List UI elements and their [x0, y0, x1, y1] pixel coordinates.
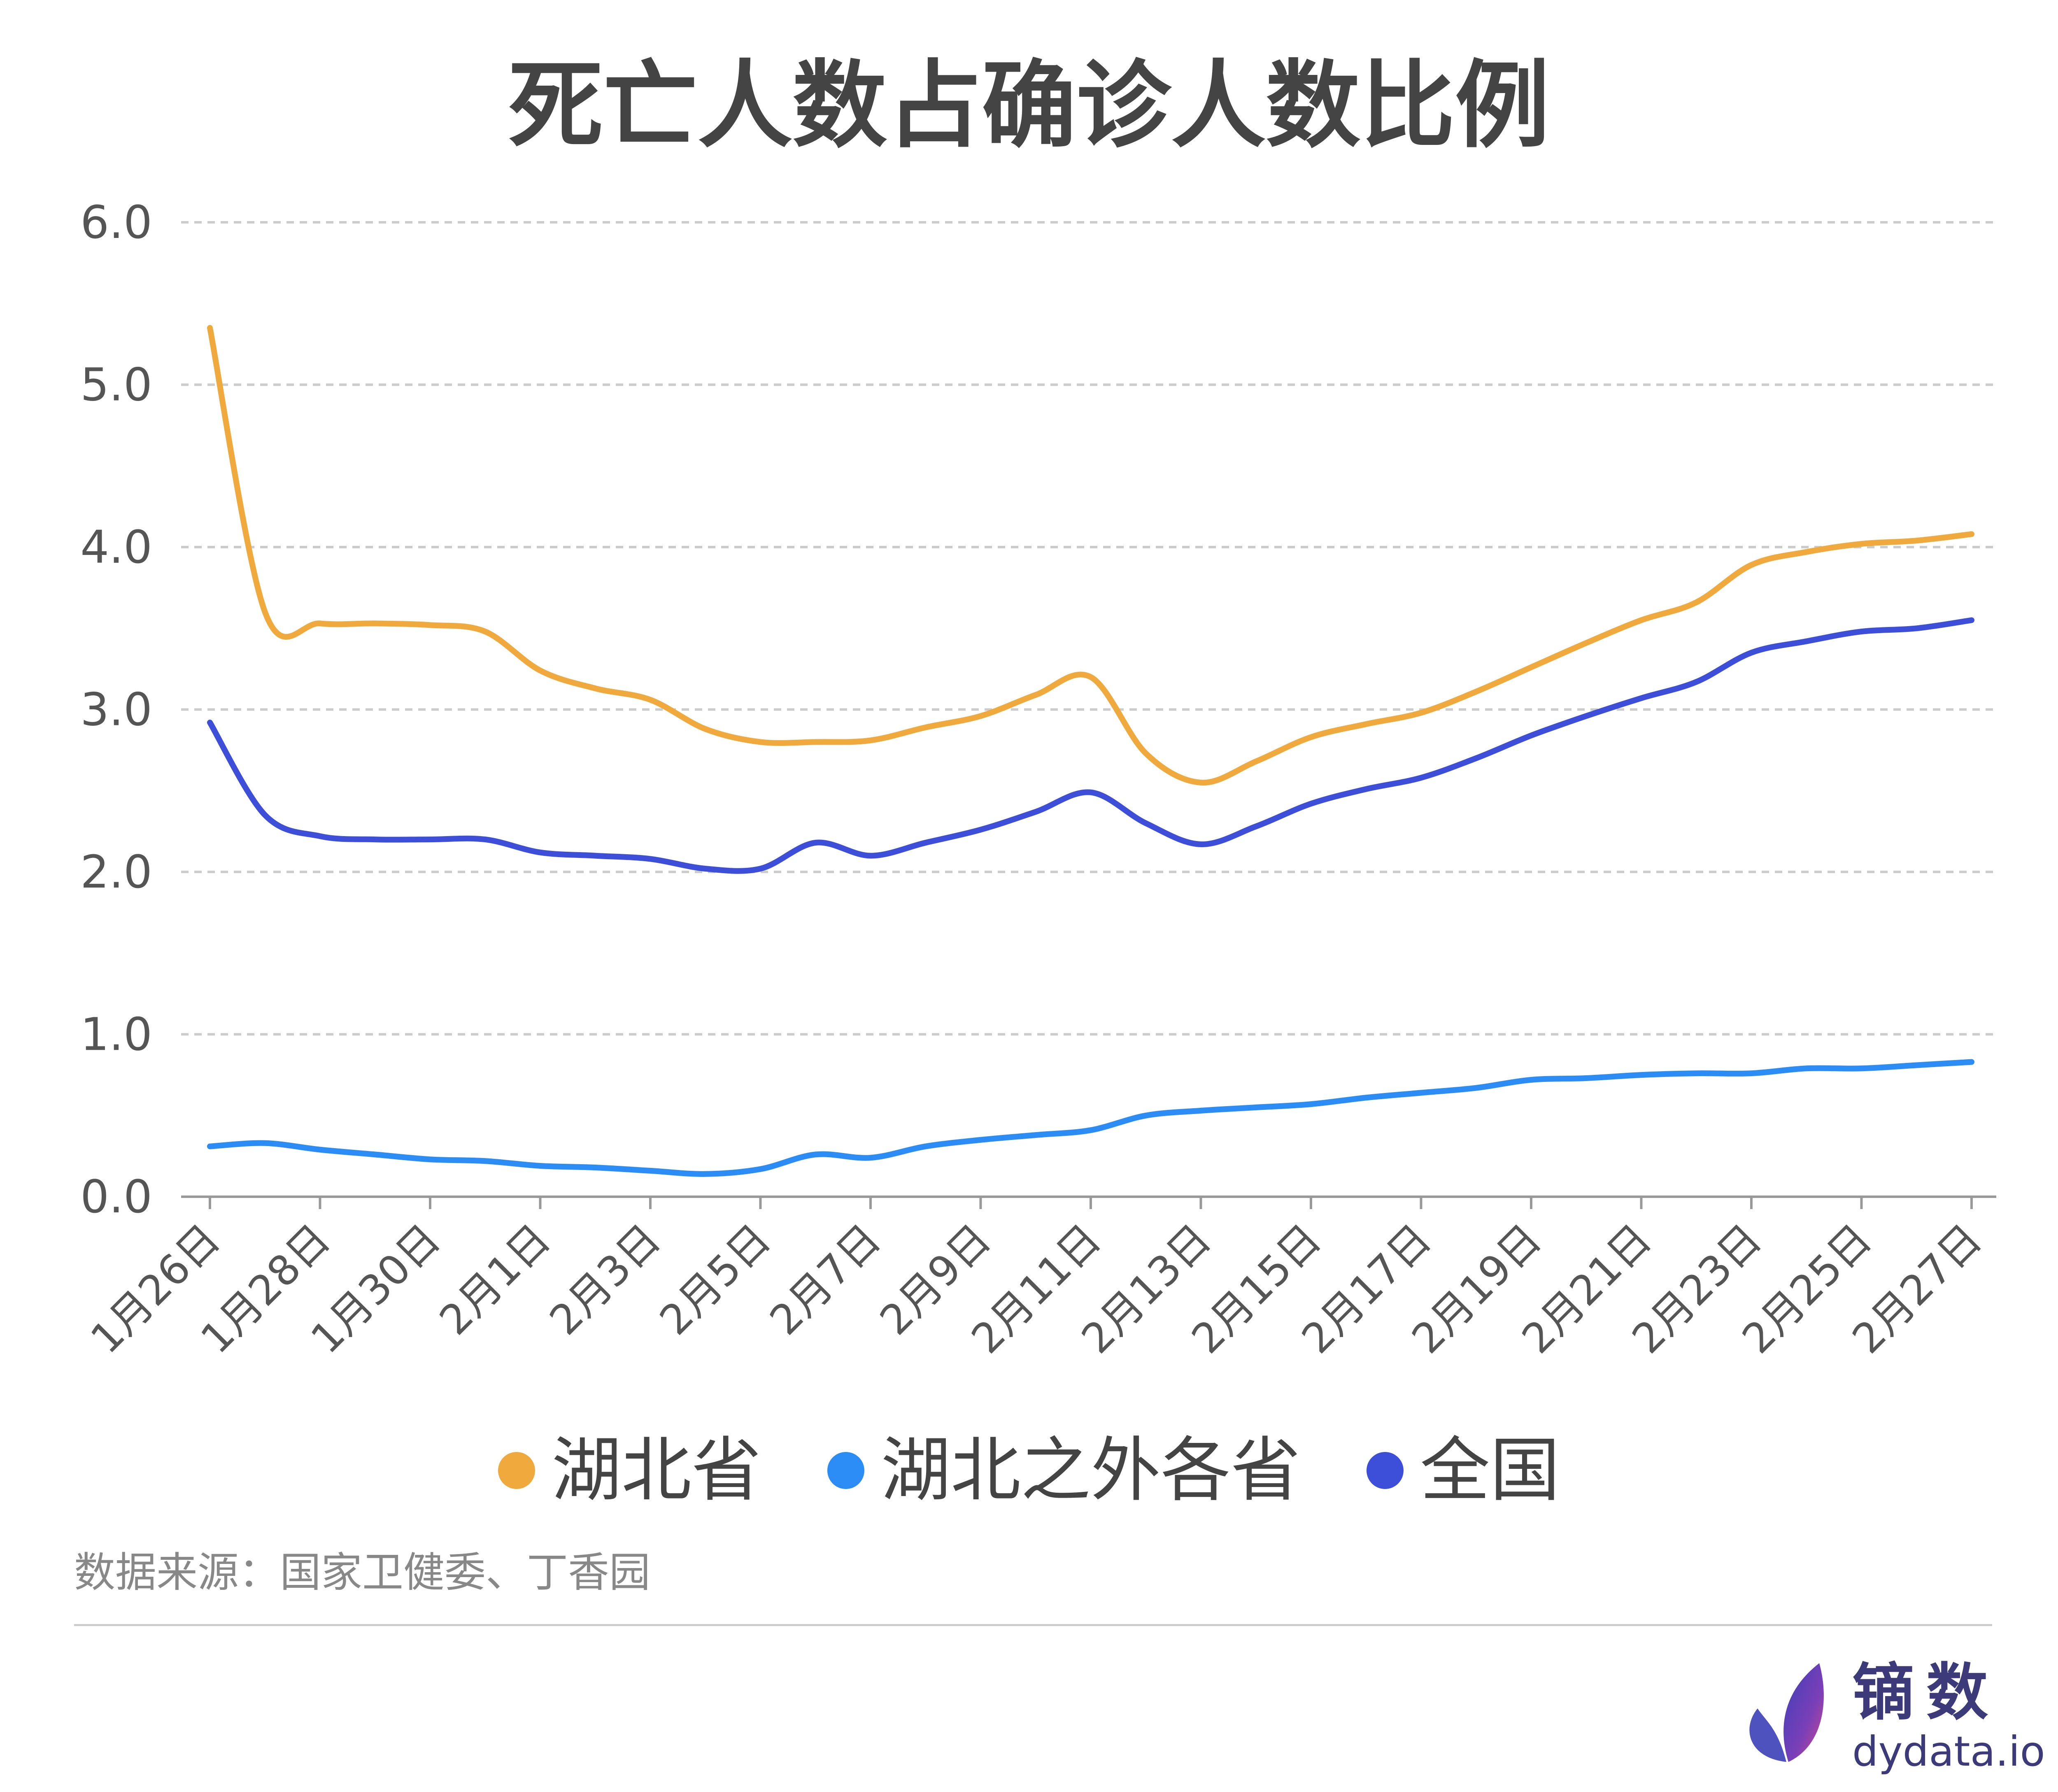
brand-logo[interactable]: 镝数 dydata.io: [1741, 1651, 2045, 1774]
legend-item-hubei[interactable]: 湖北省: [498, 1428, 761, 1512]
x-tick-label: 2月3日: [540, 1215, 670, 1344]
brand-url: dydata.io: [1852, 1727, 2045, 1776]
legend-label: 湖北之外各省: [880, 1430, 1301, 1511]
series-line-hubei: [207, 325, 1974, 786]
y-tick-label: 5.0: [80, 359, 152, 411]
series-line-outside-hubei: [207, 1059, 1974, 1177]
legend: 湖北省 湖北之外各省 全国: [0, 1428, 2058, 1512]
legend-dot-icon: [1367, 1452, 1404, 1489]
legend-label: 湖北省: [551, 1430, 761, 1511]
y-tick-label: 1.0: [80, 1008, 152, 1061]
chart-title: 死亡人数占确诊人数比例: [508, 51, 1550, 161]
legend-label: 全国: [1420, 1430, 1560, 1511]
legend-dot-icon: [827, 1452, 864, 1489]
y-tick-label: 3.0: [80, 683, 152, 736]
y-tick-label: 0.0: [80, 1170, 152, 1223]
divider: [74, 1624, 1992, 1626]
legend-item-national[interactable]: 全国: [1367, 1428, 1560, 1512]
brand-name: 镝数: [1852, 1657, 2001, 1729]
x-tick-label: 2月7日: [761, 1215, 890, 1344]
series-line-national: [207, 617, 1974, 874]
y-tick-label: 6.0: [80, 196, 152, 249]
y-tick-label: 4.0: [80, 521, 152, 573]
butterfly-icon: [1749, 1663, 1824, 1762]
x-tick-label: 2月1日: [430, 1215, 559, 1344]
legend-dot-icon: [498, 1452, 535, 1489]
legend-item-outside-hubei[interactable]: 湖北之外各省: [827, 1428, 1301, 1512]
y-tick-label: 2.0: [80, 846, 152, 898]
source-note: 数据来源：国家卫健委、丁香园: [74, 1548, 650, 1596]
x-tick-label: 2月5日: [650, 1215, 780, 1344]
